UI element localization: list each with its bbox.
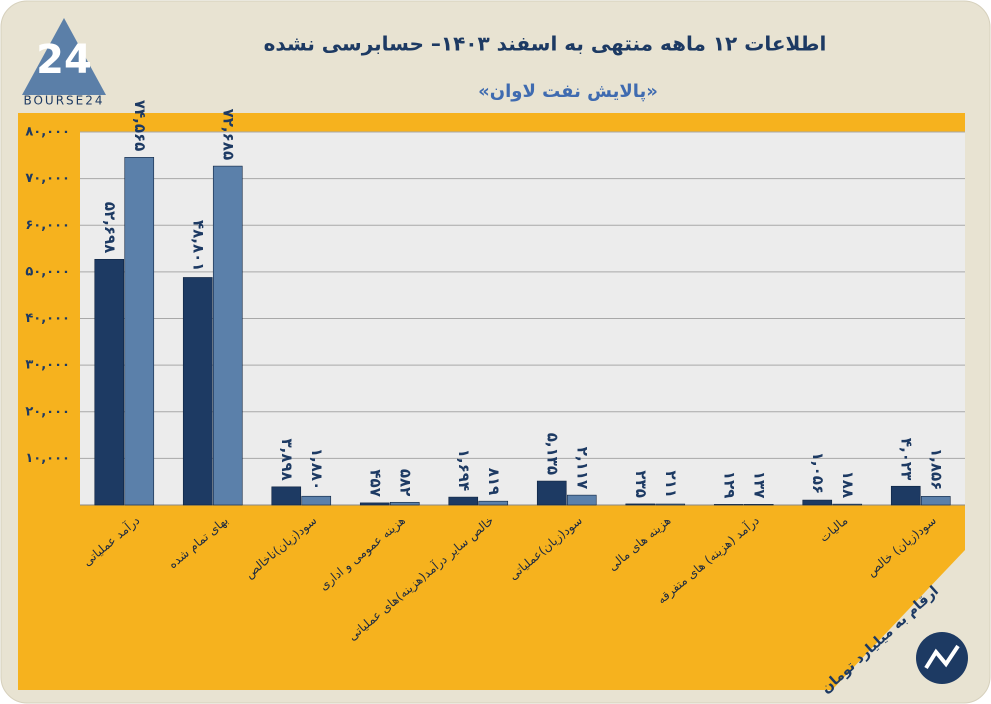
bar	[625, 503, 656, 506]
bar	[301, 495, 332, 506]
bar	[920, 496, 951, 506]
value-label: ۱,۸۸۰	[308, 448, 326, 490]
bar	[212, 165, 243, 506]
value-label: ۱,۰۵۶	[809, 452, 827, 494]
value-label: ۱,۸۵۶	[927, 448, 945, 490]
value-label: ۷۲,۶۸۵	[219, 109, 237, 160]
logo-mark: 24	[36, 37, 92, 83]
bar	[94, 258, 125, 506]
bar	[182, 277, 213, 506]
y-tick-label: ۸۰,۰۰۰	[25, 125, 70, 140]
y-tick-label: ۱۰,۰۰۰	[25, 451, 70, 466]
value-label: ۵۲,۶۹۸	[101, 202, 119, 253]
value-label: ۷۴,۵۶۵	[131, 100, 149, 151]
bar	[359, 502, 390, 506]
chart-subtitle: «پالایش نفت لاوان»	[478, 81, 658, 102]
bar	[448, 496, 479, 506]
value-label: ۵,۱۳۵	[543, 433, 561, 475]
bar	[713, 504, 744, 506]
value-label: ۴۵۷	[366, 469, 384, 496]
value-label: ۳,۸۹۸	[278, 438, 296, 480]
y-tick-label: ۳۰,۰۰۰	[25, 358, 70, 373]
value-label: ۱۲۹	[720, 471, 738, 498]
y-tick-label: ۵۰,۰۰۰	[25, 264, 70, 279]
chart-title: اطلاعات ۱۲ ماهه منتهی به اسفند ۱۴۰۳– حسا…	[264, 32, 827, 56]
bar	[566, 494, 597, 506]
value-label: ۴,۰۲۳	[897, 438, 915, 480]
value-label: ۸۱۹	[485, 468, 503, 495]
y-tick-label: ۲۰,۰۰۰	[25, 404, 70, 419]
value-label: ۲,۱۱۷	[573, 447, 591, 489]
value-label: ۱۳۷	[750, 471, 768, 498]
value-label: ۲۳۵	[632, 470, 650, 497]
logo-text: BOURSE24	[23, 94, 104, 108]
bar	[890, 485, 921, 506]
bar	[124, 157, 155, 506]
value-label: ۱۸۸	[839, 471, 857, 498]
bar	[655, 503, 686, 506]
bar	[802, 499, 833, 506]
y-tick-label: ۴۰,۰۰۰	[25, 311, 70, 326]
bar	[478, 500, 509, 506]
bar	[536, 480, 567, 506]
value-label: ۱,۶۹۴	[455, 449, 473, 491]
value-label: ۲۱۱	[662, 471, 680, 498]
value-label: ۵۸۲	[396, 469, 414, 496]
y-tick-label: ۷۰,۰۰۰	[25, 171, 70, 186]
bar	[743, 504, 774, 506]
bar	[832, 503, 863, 506]
icon-line	[924, 644, 960, 670]
value-label: ۴۸,۸۰۱	[189, 220, 207, 271]
logo-shape	[22, 18, 106, 95]
bar	[389, 501, 420, 506]
bar	[271, 486, 302, 506]
y-tick-label: ۶۰,۰۰۰	[25, 218, 70, 233]
